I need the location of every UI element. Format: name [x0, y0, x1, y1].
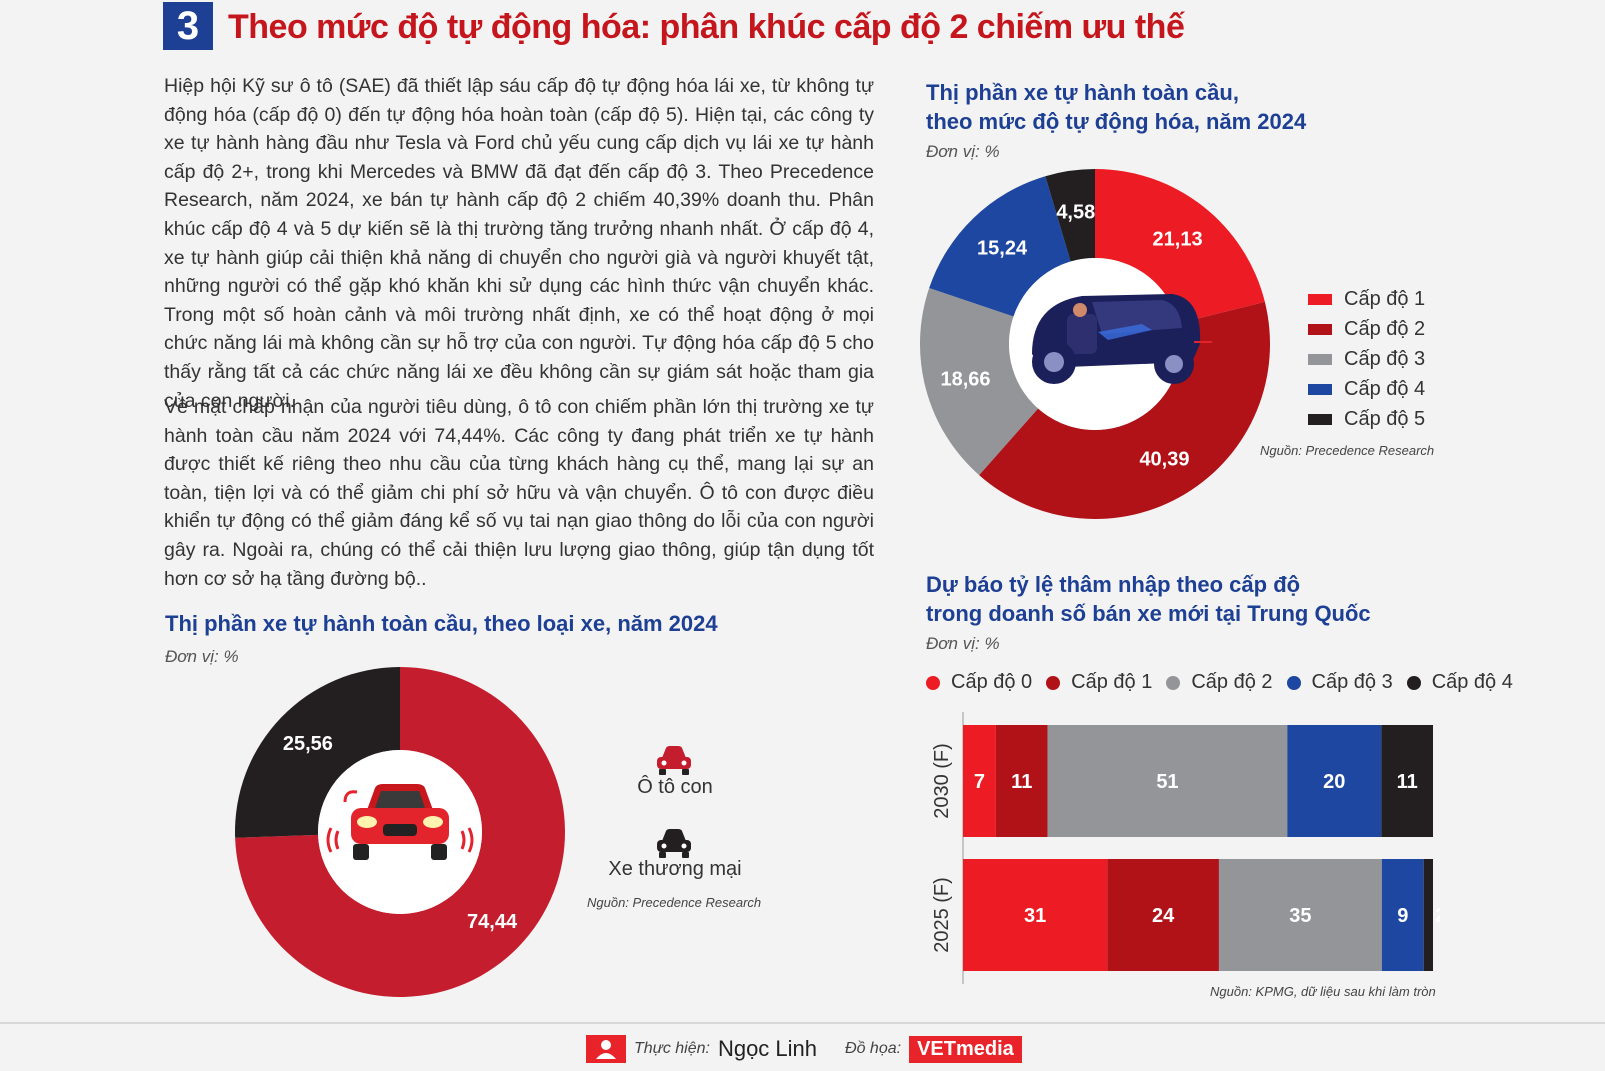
car-icon: [657, 746, 691, 775]
legend-swatch: [1308, 323, 1332, 335]
section-number-badge: 3: [163, 2, 213, 50]
legend-item: Cấp độ 0: [926, 671, 1032, 694]
chart-title-automation-line-1: Thị phần xe tự hành toàn cầu,: [926, 80, 1239, 105]
legend-china-penetration: Cấp độ 0 Cấp độ 1 Cấp độ 2 Cấp độ 3 Cấp …: [926, 671, 1513, 694]
legend-item: Cấp độ 3: [1308, 344, 1425, 374]
footer: Thực hiện: Ngọc Linh Đồ họa: VETmedia: [586, 1035, 1022, 1063]
legend-swatch: [1308, 413, 1332, 425]
legend-dot: [926, 675, 940, 690]
legend-label: Cấp độ 3: [1311, 671, 1393, 693]
bar-value-label: 24: [1152, 905, 1175, 927]
legend-dot: [1286, 675, 1301, 690]
bar-segment: [1107, 859, 1219, 971]
footer-divider: [0, 1022, 1605, 1024]
bar-value-label: 7: [974, 771, 985, 793]
donut-slice: [979, 301, 1270, 519]
bar-value-label: 31: [1024, 905, 1046, 927]
legend-label: Cấp độ 4: [1344, 377, 1426, 400]
body-paragraph-2: Về mặt chấp nhận của người tiêu dùng, ô …: [164, 396, 874, 590]
source-china: Nguồn: KPMG, dữ liệu sau khi làm tròn: [1210, 984, 1436, 999]
bar-segment: [1423, 859, 1433, 971]
legend-dot: [1046, 675, 1061, 690]
donut-slice: [1045, 169, 1095, 262]
slice-value-label: 18,66: [940, 369, 990, 391]
legend-item: Cấp độ 1: [1308, 284, 1425, 314]
bar-segment: [1381, 859, 1424, 971]
legend-label-passenger-car: Ô tô con: [637, 776, 713, 798]
stacked-bar-chart-china: 2030 (F) 7 11 51 20 11 2025 (F) 31 24 35 9 2: [931, 712, 1440, 984]
bar-value-label: 11: [1011, 771, 1032, 793]
bar-segment: [1287, 725, 1382, 837]
donut-slice: [235, 667, 566, 997]
body-paragraph-1: Hiệp hội Kỹ sư ô tô (SAE) đã thiết lập s…: [164, 75, 874, 412]
chart-title-vehicle-type: Thị phần xe tự hành toàn cầu, theo loại …: [165, 611, 718, 636]
legend-label: Cấp độ 1: [1344, 287, 1426, 310]
donut-slice: [235, 667, 400, 838]
legend-item: Cấp độ 3: [1286, 671, 1393, 694]
unit-label-automation: Đơn vị: %: [926, 142, 1000, 161]
bar-value-label: 9: [1397, 905, 1408, 927]
legend-label: Cấp độ 3: [1344, 347, 1426, 370]
bar-value-label: 35: [1289, 905, 1311, 927]
slice-value-label: 21,13: [1153, 228, 1203, 250]
vetmedia-logo: VETmedia: [909, 1035, 1022, 1063]
author-label: Thực hiện:: [634, 1040, 710, 1057]
legend-item: Cấp độ 1: [1046, 671, 1152, 694]
unit-label-china: Đơn vị: %: [926, 634, 1000, 653]
legend-item: Cấp độ 5: [1308, 404, 1425, 434]
legend-item: Cấp độ 2: [1308, 314, 1425, 344]
slice-value-label: 40,39: [1139, 449, 1189, 471]
slice-value-label: 74,44: [467, 911, 518, 933]
legend-label: Cấp độ 2: [1191, 671, 1273, 693]
legend-automation-level: Cấp độ 1 Cấp độ 2 Cấp độ 3 Cấp độ 4 Cấp …: [1308, 284, 1425, 434]
slice-value-label: 25,56: [283, 733, 333, 755]
truck-icon: [657, 829, 691, 858]
legend-item: Cấp độ 4: [1406, 671, 1513, 694]
author-icon: [586, 1035, 626, 1063]
bar-value-label: 11: [1397, 771, 1418, 793]
bar-value-label: 51: [1156, 771, 1178, 793]
slice-value-label: 15,24: [977, 237, 1028, 259]
donut-slice: [920, 288, 1039, 476]
legend-dot: [1406, 675, 1421, 690]
chart-title-china-line-2: trong doanh số bán xe mới tại Trung Quốc: [926, 601, 1371, 626]
legend-label: Cấp độ 1: [1071, 671, 1153, 693]
legend-swatch: [1308, 353, 1332, 365]
unit-label-vehicle-type: Đơn vị: %: [165, 647, 239, 666]
bar-segment: [963, 725, 996, 837]
bar-segment: [995, 725, 1048, 837]
graphics-label: Đồ họa:: [845, 1040, 902, 1057]
legend-dot: [1166, 675, 1181, 690]
bar-value-label: 20: [1323, 771, 1345, 793]
autonomous-vehicle-icon: [1032, 294, 1212, 384]
chart-title-automation-line-2: theo mức độ tự động hóa, năm 2024: [926, 109, 1307, 134]
legend-item: Cấp độ 2: [1166, 671, 1273, 694]
slice-value-label: 4,58: [1056, 201, 1095, 223]
bar-segment: [1047, 725, 1288, 837]
bar-segment: [1381, 725, 1433, 837]
bar-segment: [963, 859, 1108, 971]
bar-value-label: 2: [1435, 905, 1440, 927]
legend-swatch: [1308, 293, 1332, 305]
legend-label-commercial-vehicle: Xe thương mại: [608, 858, 742, 880]
legend-label: Cấp độ 2: [1344, 317, 1426, 340]
donut-slice: [1095, 169, 1265, 324]
bar-segment: [1218, 859, 1382, 971]
legend-label: Cấp độ 5: [1344, 407, 1426, 430]
legend-label: Cấp độ 4: [1431, 671, 1513, 693]
category-label: 2025 (F): [931, 877, 953, 953]
donut-slice: [929, 176, 1071, 317]
author-name: Ngọc Linh: [717, 1036, 818, 1061]
source-automation-level: Nguồn: Precedence Research: [1260, 443, 1435, 458]
red-car-icon: [326, 784, 474, 860]
legend-label: Cấp độ 0: [951, 671, 1033, 693]
legend-swatch: [1308, 383, 1332, 395]
chart-title-china-line-1: Dự báo tỷ lệ thâm nhập theo cấp độ: [926, 572, 1301, 597]
legend-item: Cấp độ 4: [1308, 374, 1425, 404]
page-title: Theo mức độ tự động hóa: phân khúc cấp đ…: [228, 8, 1185, 46]
category-label: 2030 (F): [931, 743, 953, 819]
source-vehicle-type: Nguồn: Precedence Research: [587, 895, 762, 910]
